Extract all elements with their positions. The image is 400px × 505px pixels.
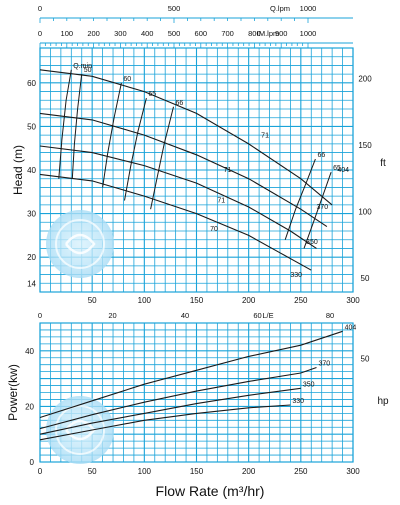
power-x-tick-label: 250 xyxy=(294,467,308,476)
le-unit-label: L/E xyxy=(262,311,273,320)
head-ylabel-right: ft xyxy=(380,158,386,169)
head-x-tick-label: 150 xyxy=(190,296,204,305)
top-axis-1-tick-label: 200 xyxy=(87,29,100,38)
efficiency-curve-label: 60 xyxy=(123,76,131,83)
power-y-tick-label: 0 xyxy=(30,458,35,467)
top-axis-0-tick-label: 500 xyxy=(168,4,181,13)
le-tick-label: 20 xyxy=(108,311,116,320)
efficiency-curve-label: 66 xyxy=(176,100,184,107)
power-x-tick-label: 200 xyxy=(242,467,256,476)
power-chart: 0 20 40 50 0 50 100 150 200 250 300 Power(kw) hp Flow… xyxy=(6,322,389,499)
efficiency-curve-50 xyxy=(71,74,83,179)
head-x-tick-label: 200 xyxy=(242,296,256,305)
efficiency-curve-label: 66 xyxy=(317,152,325,159)
power-frame xyxy=(39,322,354,463)
power-curve-370 xyxy=(39,366,317,430)
watermark-ring xyxy=(55,219,105,269)
head-y2-tick-label: 50 xyxy=(361,274,370,283)
le-tick-label: 60 xyxy=(253,311,261,320)
head-series-label: 350 xyxy=(306,239,318,246)
power-y2-tick-label: 50 xyxy=(361,354,370,363)
head-y2-tick-label: 100 xyxy=(358,207,372,216)
efficiency-curve-label: 50 xyxy=(84,67,92,74)
head-frame xyxy=(39,47,354,293)
top-axis-1-tick-label: 800 xyxy=(248,29,261,38)
head-y2-tick-label: 200 xyxy=(358,75,372,84)
efficiency-curve-label: 65 xyxy=(333,165,341,172)
power-curve-404 xyxy=(39,330,343,419)
efficiency-curve-label: 65 xyxy=(148,91,156,98)
top-axis-1-tick-label: 700 xyxy=(221,29,234,38)
efficiency-curve-label: Q.min xyxy=(73,63,92,70)
top-axis-1-unit: IM.lpm xyxy=(257,29,280,38)
top-axis-1-tick-label: 100 xyxy=(61,29,74,38)
head-y-tick-label: 50 xyxy=(27,122,36,131)
top-axis-0-unit: Q.lpm xyxy=(270,4,290,13)
efficiency-curve-66 xyxy=(284,158,316,240)
power-x-tick-label: 300 xyxy=(346,467,360,476)
efficiency-curve-Qmin xyxy=(58,69,72,179)
head-curve-350 xyxy=(39,145,317,249)
power-x-tick-label: 50 xyxy=(88,467,97,476)
efficiency-curve-66 xyxy=(150,106,174,210)
le-tick-label: 0 xyxy=(38,311,42,320)
power-x-tick-label: 100 xyxy=(138,467,152,476)
head-y2-tick-label: 150 xyxy=(358,141,372,150)
efficiency-label: 71 xyxy=(217,198,225,205)
efficiency-curve-65 xyxy=(124,97,147,201)
efficiency-label: 70 xyxy=(210,226,218,233)
head-x-tick-label: 100 xyxy=(138,296,152,305)
head-y-tick-label: 30 xyxy=(27,210,36,219)
head-ylabel: Head (m) xyxy=(11,145,25,195)
head-y-tick-label: 60 xyxy=(27,79,36,88)
power-x-tick-label: 150 xyxy=(190,467,204,476)
power-series-label: 404 xyxy=(345,324,357,331)
power-ylabel-right: hp xyxy=(377,396,389,407)
le-tick-label: 40 xyxy=(181,311,189,320)
efficiency-curve-60 xyxy=(102,82,122,188)
top-axis-1-tick-label: 300 xyxy=(114,29,127,38)
power-xlabel: Flow Rate (m³/hr) xyxy=(156,483,265,499)
top-axis-1-tick-label: 1000 xyxy=(300,29,317,38)
power-y-tick-label: 40 xyxy=(25,347,34,356)
power-ylabel: Power(kw) xyxy=(6,364,20,421)
top-axis-1-tick-label: 0 xyxy=(38,29,42,38)
top-axis-0-tick-label: 0 xyxy=(38,4,42,13)
top-flow-axes: 0 500 1000 Q.lpm 0 100 200 300 400 500 600 700 800 90… xyxy=(38,4,353,48)
head-curve-370 xyxy=(39,112,328,228)
top-axis-1-tick-label: 500 xyxy=(168,29,181,38)
head-y-tick-label: 20 xyxy=(27,253,36,262)
power-curve-330 xyxy=(39,404,291,441)
power-series-label: 350 xyxy=(303,381,315,388)
head-x-tick-label: 250 xyxy=(294,296,308,305)
power-series-label: 370 xyxy=(318,360,330,367)
watermark-ring xyxy=(55,405,105,455)
efficiency-curve-65 xyxy=(303,172,332,249)
head-curve-330 xyxy=(39,173,312,271)
top-axis-0-tick-label: 1000 xyxy=(300,4,317,13)
head-y-tick-label: 14 xyxy=(27,279,36,288)
head-x-tick-label: 50 xyxy=(88,296,97,305)
head-series-label: 370 xyxy=(316,204,328,211)
le-tick-label: 80 xyxy=(326,311,334,320)
efficiency-label: 71 xyxy=(261,132,269,139)
head-x-tick-label: 300 xyxy=(346,296,360,305)
watermark-swirl xyxy=(65,233,96,255)
top-axis-1-tick-label: 600 xyxy=(195,29,208,38)
head-y-tick-label: 40 xyxy=(27,166,36,175)
power-curve-350 xyxy=(39,387,301,435)
top-axis-1-tick-label: 900 xyxy=(275,29,288,38)
head-curve-404 xyxy=(39,69,333,206)
efficiency-label: 71 xyxy=(224,167,232,174)
head-series-label: 404 xyxy=(337,167,349,174)
power-series-label: 330 xyxy=(292,398,304,405)
head-series-label: 330 xyxy=(290,272,302,279)
power-y-tick-label: 20 xyxy=(25,402,34,411)
top-axis-1-tick-label: 400 xyxy=(141,29,154,38)
power-x-tick-label: 0 xyxy=(38,467,43,476)
